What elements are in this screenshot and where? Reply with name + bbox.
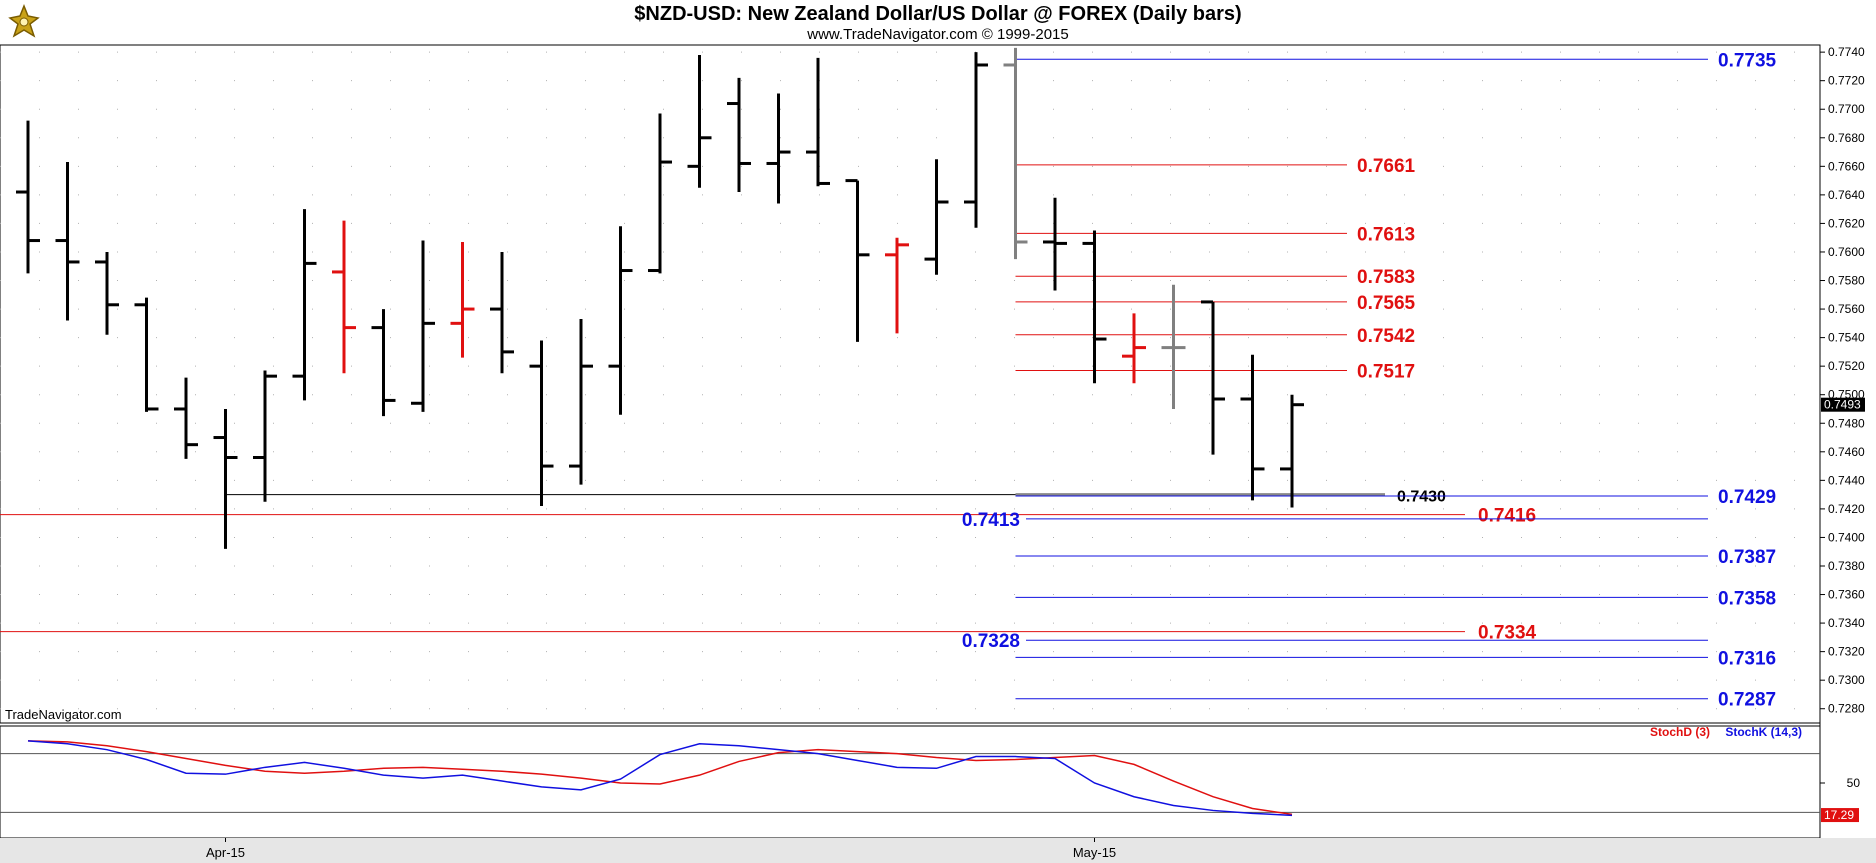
ohlc-bar: [1043, 197, 1067, 291]
ohlc-bar: [964, 52, 988, 228]
level-label: 0.7613: [1357, 224, 1415, 245]
stochastic-panel: [0, 725, 1821, 839]
price-panel: [0, 44, 1821, 724]
ohlc-bar: [490, 251, 514, 374]
levels: 0.7735 0.7661 0.7613 0.7583 0.7565 0.7542 0.75…: [0, 50, 1777, 711]
ohlc-bar: [332, 220, 356, 374]
ohlc-bar: [174, 377, 198, 459]
stoch-last-badge: [1821, 808, 1859, 823]
y-tick-label: 0.7360: [1828, 588, 1865, 602]
ohlc-bar: [1082, 230, 1107, 384]
ohlc-bar: [411, 240, 435, 412]
y-tick-label: 0.7460: [1828, 445, 1865, 459]
level-label: 0.7287: [1718, 690, 1776, 711]
ohlc-bar: [1161, 284, 1186, 409]
x-tick-label: May-15: [1073, 845, 1116, 860]
ohlc-bar: [569, 319, 593, 485]
ohlc-bar: [648, 113, 672, 274]
y-tick-label: 0.7580: [1828, 274, 1865, 288]
chart-header: $NZD-USD: New Zealand Dollar/US Dollar @…: [0, 0, 1876, 45]
y-tick-label: 0.7640: [1828, 188, 1865, 202]
level-label: 0.7583: [1357, 267, 1415, 288]
ohlc-bar: [924, 159, 949, 275]
y-tick-label: 0.7340: [1828, 616, 1865, 630]
y-tick-label: 0.7660: [1828, 159, 1865, 173]
ohlc-bar: [529, 340, 554, 507]
y-tick-label: 0.7420: [1828, 502, 1865, 516]
y-tick-label: 0.7700: [1828, 102, 1865, 116]
stoch-y-tick-label: 50: [1847, 776, 1861, 790]
ohlc-bar: [55, 162, 80, 321]
level-label: 0.7429: [1718, 487, 1776, 508]
level-label: 0.7334: [1478, 623, 1537, 644]
chart-subtitle: www.TradeNavigator.com © 1999-2015: [807, 26, 1069, 43]
ohlc-bar: [371, 309, 396, 417]
y-tick-label: 0.7520: [1828, 359, 1865, 373]
ohlc-bar: [292, 209, 317, 401]
y-tick-label: 0.7680: [1828, 131, 1865, 145]
ohlc-bars: [16, 47, 1304, 549]
x-tick-label: Apr-15: [206, 845, 245, 860]
ohlc-bar: [450, 241, 475, 358]
time-axis: [0, 838, 1876, 863]
level-label: 0.7517: [1357, 361, 1415, 382]
ohlc-bar: [213, 408, 238, 549]
level-label: 0.7387: [1718, 547, 1776, 568]
ohlc-bar: [1003, 47, 1028, 260]
chart-title: $NZD-USD: New Zealand Dollar/US Dollar @…: [634, 3, 1242, 25]
level-label: 0.7316: [1718, 648, 1776, 669]
y-tick-label: 0.7380: [1828, 559, 1865, 573]
ohlc-bar: [1122, 313, 1146, 384]
ohlc-bar: [766, 93, 791, 204]
y-tick-label: 0.7440: [1828, 473, 1865, 487]
y-tick-label: 0.7740: [1828, 45, 1865, 59]
level-label: 0.7416: [1478, 506, 1536, 527]
legend-stochk: StochK (14,3): [1725, 725, 1802, 739]
y-tick-label: 0.7320: [1828, 645, 1865, 659]
stoch-k-line: [27, 740, 1293, 817]
y-tick-label: 0.7480: [1828, 416, 1865, 430]
ohlc-bar: [845, 179, 870, 342]
watermark-text: TradeNavigator.com: [5, 707, 122, 722]
last-price-badge: [1821, 397, 1865, 412]
y-tick-label: 0.7720: [1828, 74, 1865, 88]
level-label: 0.7565: [1357, 293, 1416, 314]
legend-stochd: StochD (3): [1650, 725, 1710, 739]
sextant-logo-icon: [8, 3, 40, 38]
ohlc-bar: [95, 251, 119, 335]
y-tick-label: 0.7280: [1828, 702, 1865, 716]
ohlc-bar: [687, 54, 712, 188]
ohlc-bar: [885, 237, 909, 334]
level-label: 0.7542: [1357, 326, 1415, 347]
y-tick-label: 0.7560: [1828, 302, 1865, 316]
stoch-d-line: [27, 740, 1293, 816]
price-axis: [1820, 45, 1876, 838]
y-tick-label: 0.7600: [1828, 245, 1865, 259]
ohlc-bar: [1240, 354, 1265, 501]
ohlc-bar: [253, 370, 277, 502]
level-label: 0.7735: [1718, 50, 1777, 71]
level-label: 0.7661: [1357, 156, 1416, 177]
level-label: 0.7328: [962, 631, 1020, 652]
level-label: 0.7413: [962, 510, 1020, 531]
ohlc-bar: [16, 120, 40, 274]
y-tick-label: 0.7400: [1828, 530, 1865, 544]
ohlc-bar: [134, 297, 159, 412]
ohlc-bar: [1280, 394, 1304, 508]
ohlc-bar: [608, 226, 633, 415]
y-tick-label: 0.7540: [1828, 331, 1865, 345]
y-tick-label: 0.7300: [1828, 673, 1865, 687]
level-label: 0.7358: [1718, 588, 1776, 609]
ohlc-bar: [727, 77, 751, 193]
ohlc-bar: [1201, 300, 1225, 455]
stochastic-series: [27, 740, 1293, 817]
ohlc-bar: [806, 57, 830, 187]
level-label: 0.7430: [1397, 489, 1446, 506]
last-price-label: 0.7493: [1824, 398, 1861, 412]
y-tick-label: 0.7620: [1828, 216, 1865, 230]
stoch-last-label: 17.29: [1824, 808, 1854, 822]
